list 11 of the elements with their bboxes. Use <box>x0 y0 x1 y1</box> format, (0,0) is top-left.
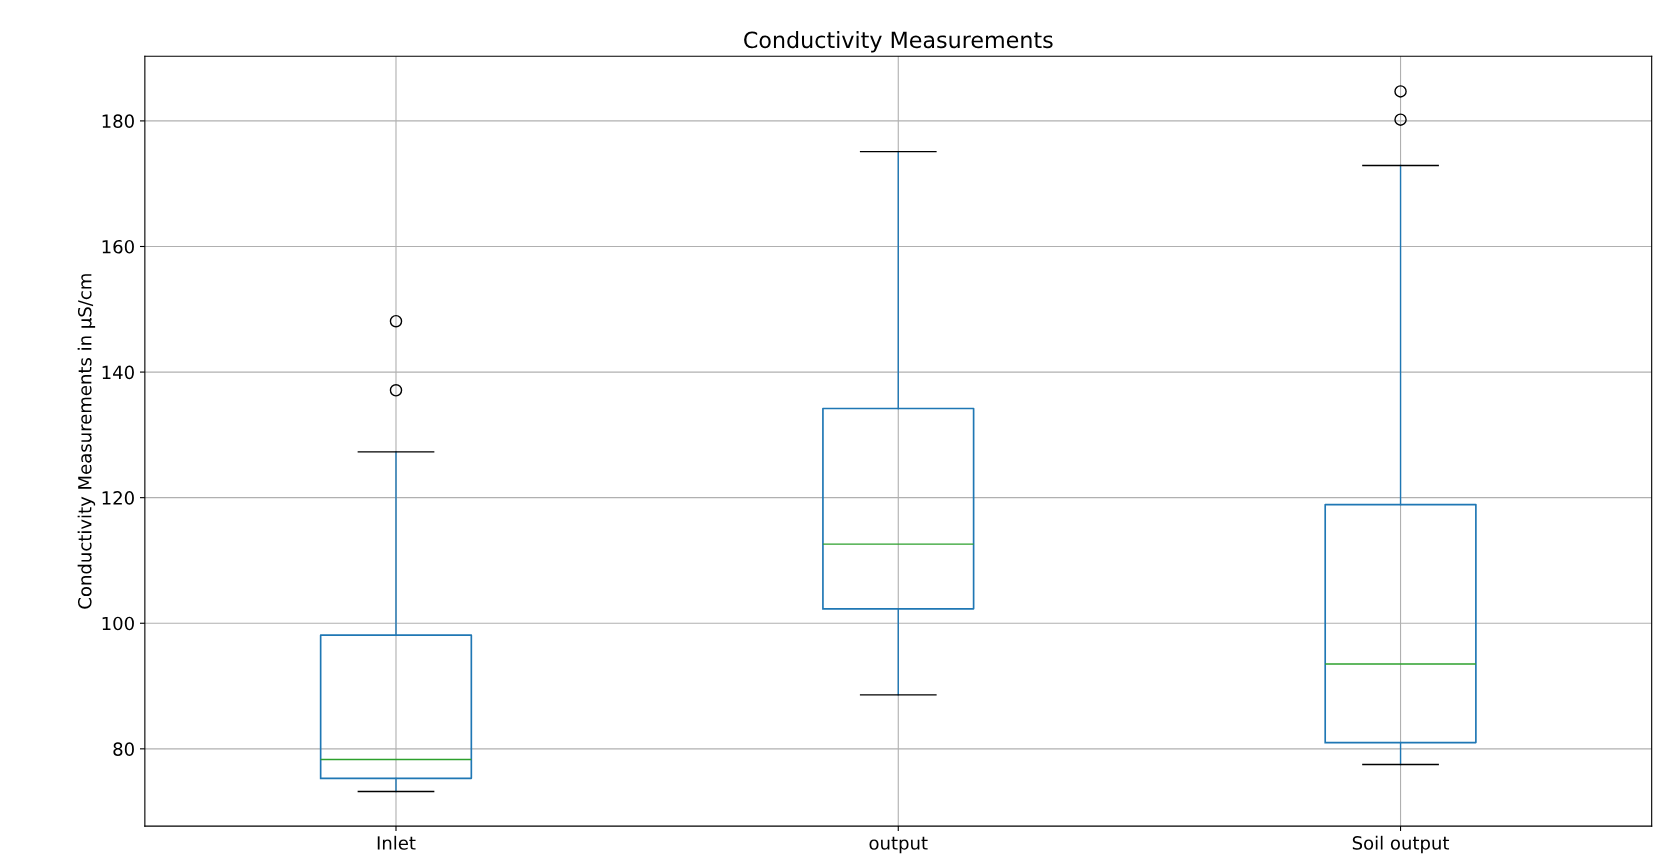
y-tick-label: 100 <box>102 616 134 631</box>
y-tick-label: 180 <box>102 114 134 129</box>
y-tick-label: 160 <box>102 239 134 254</box>
x-tick-label: output <box>869 836 928 854</box>
y-axis-title: Conductivity Measurements in µS/cm <box>77 274 96 609</box>
x-tick-label: Inlet <box>377 835 416 850</box>
chart-title: Conductivity Measurements <box>744 31 1053 53</box>
x-tick-label: Soil output <box>1352 835 1450 854</box>
y-tick-label: 140 <box>102 365 134 380</box>
y-tick-label: 120 <box>102 491 134 505</box>
y-tick-label: 80 <box>113 742 134 756</box>
